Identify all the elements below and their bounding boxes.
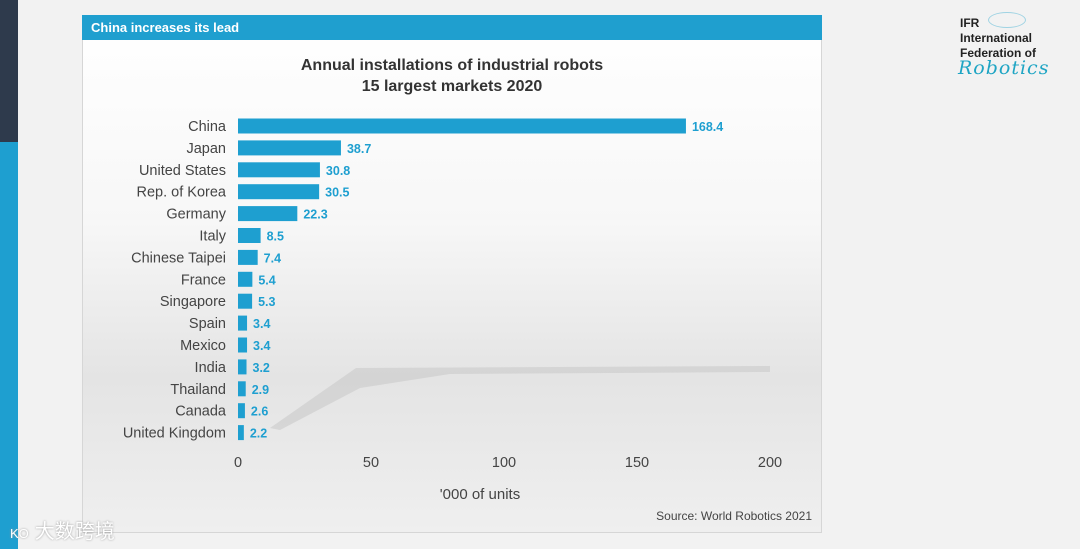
slide-banner: China increases its lead — [82, 15, 822, 40]
data-label: 3.4 — [253, 339, 270, 353]
data-label: 2.9 — [252, 383, 269, 397]
x-tick-label: 0 — [234, 455, 242, 471]
logo-line-3: Federation of — [960, 46, 1037, 60]
data-label: 8.5 — [267, 230, 284, 244]
data-label: 38.7 — [347, 142, 371, 156]
category-label: Thailand — [170, 382, 226, 398]
bar — [238, 315, 248, 331]
chart-panel — [82, 15, 822, 533]
watermark-text: 大数跨境 — [34, 521, 115, 543]
x-tick-label: 200 — [758, 455, 782, 471]
logo-line-1: IFR — [960, 16, 980, 30]
data-label: 2.2 — [250, 427, 267, 441]
ifr-logo: IFR International Federation of — [960, 16, 1036, 61]
category-label: Chinese Taipei — [131, 250, 226, 266]
ifr-logo-swirl-icon — [988, 12, 1026, 28]
x-tick-label: 50 — [363, 455, 379, 471]
bar — [238, 293, 253, 309]
logo-line-2: International — [960, 31, 1033, 45]
bar — [238, 403, 245, 419]
bar — [238, 425, 244, 441]
bar — [238, 140, 341, 156]
category-label: France — [181, 272, 226, 288]
category-label: United Kingdom — [123, 426, 226, 442]
data-label: 30.8 — [326, 164, 350, 178]
chart-subtitle: 15 largest markets 2020 — [361, 78, 543, 95]
data-label: 7.4 — [264, 251, 281, 265]
bar — [238, 162, 320, 178]
bar — [238, 271, 253, 287]
chart-title: Annual installations of industrial robot… — [300, 57, 604, 74]
background-shape — [270, 366, 770, 430]
watermark: KO 大数跨境 — [10, 515, 115, 544]
bar — [238, 381, 246, 397]
bar — [238, 337, 248, 353]
x-axis-label: '000 of units — [439, 486, 521, 503]
data-label: 3.4 — [253, 317, 270, 331]
logo-robotics-wordmark: Robotics — [958, 57, 1050, 79]
data-label: 5.3 — [258, 295, 275, 309]
data-label: 30.5 — [325, 186, 349, 200]
data-label: 22.3 — [303, 208, 327, 222]
bar — [238, 228, 261, 243]
x-tick-label: 150 — [625, 455, 649, 471]
bar — [238, 359, 247, 375]
data-label: 3.2 — [253, 361, 270, 375]
category-label: Rep. of Korea — [137, 185, 227, 201]
data-label: 2.6 — [251, 405, 268, 419]
bar — [238, 206, 298, 222]
category-label: Japan — [186, 141, 226, 157]
data-label: 5.4 — [258, 273, 275, 287]
watermark-icon: KO — [10, 526, 29, 541]
category-label: China — [188, 119, 227, 135]
data-label: 168.4 — [692, 120, 723, 134]
left-strip-blue — [0, 142, 18, 549]
category-label: United States — [139, 163, 226, 179]
category-label: India — [195, 360, 227, 376]
bar — [238, 184, 320, 200]
x-tick-label: 100 — [492, 455, 516, 471]
category-label: Germany — [166, 207, 226, 223]
left-strip-dark — [0, 0, 18, 142]
category-label: Singapore — [160, 294, 226, 310]
category-label: Canada — [175, 404, 227, 420]
category-label: Spain — [189, 316, 226, 332]
bar — [238, 118, 686, 134]
category-label: Italy — [199, 229, 226, 245]
category-label: Mexico — [180, 338, 226, 354]
source-note: Source: World Robotics 2021 — [656, 509, 812, 523]
bar — [238, 249, 258, 265]
